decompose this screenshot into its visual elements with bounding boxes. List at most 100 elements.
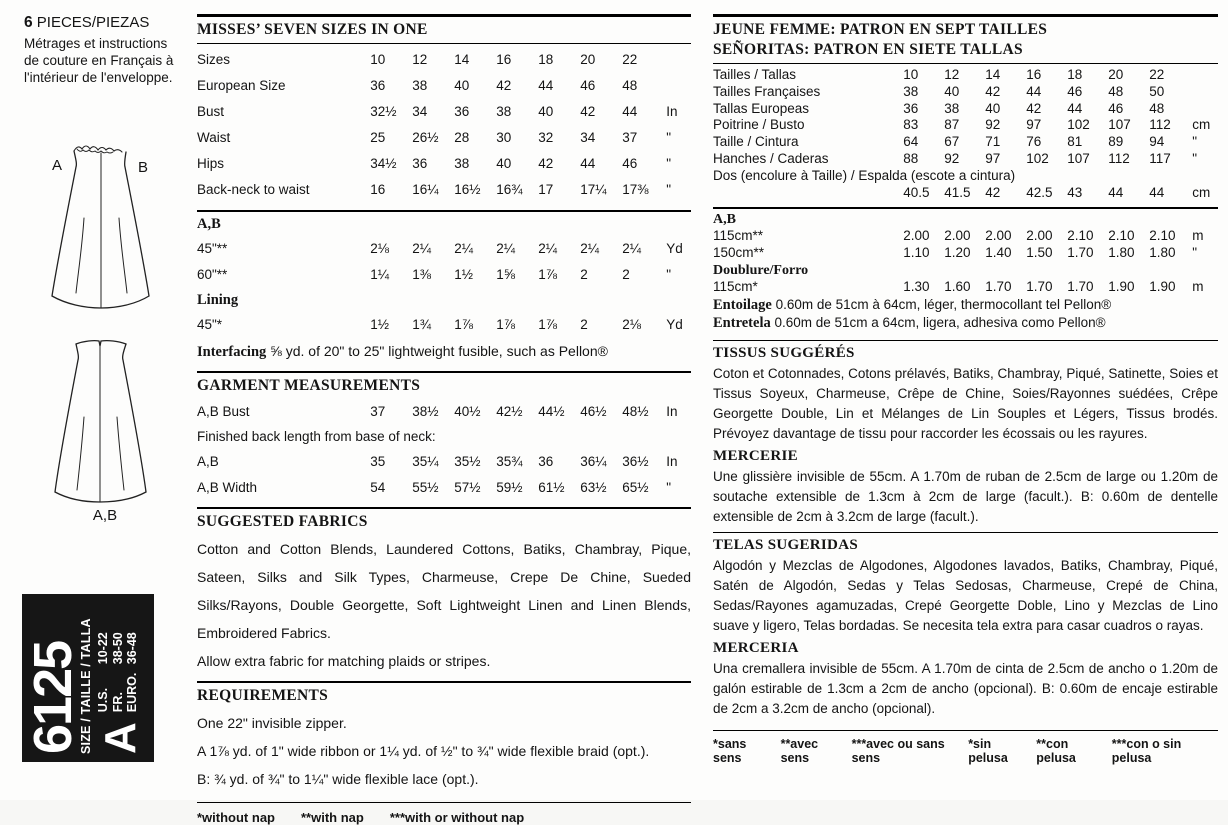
row-values: 1¼ 1⅜ 1½ 1⅝ 1⅞ 2 2 [370,262,664,288]
cell: 57½ [454,480,481,495]
cell: 20 [580,52,596,67]
cell: *sin pelusa [968,736,1008,765]
cell: 1⅞ [454,317,474,332]
cell: 42½ [496,404,523,419]
cell: 63½ [580,480,607,495]
table-row: European Size 36 38 40 42 44 46 48 [197,73,691,99]
cell: 46 [1108,100,1124,116]
range-value: 38-50 [110,632,125,665]
cell: One 22" invisible zipper. [197,715,347,731]
cell: 92 [985,117,1001,133]
cell: 1⅝ [496,267,516,282]
cell: 102 [1026,150,1049,166]
cell: 20 [1108,67,1124,82]
table-row: Hanches / Caderas 88 92 97 102 107 112 117 " [713,151,1218,168]
row-label: A,B [197,454,219,469]
cell: 2¼ [580,241,600,256]
entoilage-note: Entoilage 0.60m de 51cm à 64cm, léger, t… [713,296,1218,314]
table-row: Tallas Europeas 36 38 40 42 44 46 48 [713,101,1218,118]
cell: 59½ [496,480,523,495]
cell: 12 [412,52,428,67]
row-values: 36 38 40 42 44 46 48 [370,73,664,99]
row-unit: m [1192,278,1204,294]
cell: 35½ [454,454,481,469]
cell: 1.70 [1026,278,1053,294]
cell: 36 [412,156,428,171]
cell: 35 [370,454,386,469]
row-label: A,B Bust [197,404,250,419]
cell: B: ¾ yd. of ¾" to 1¼" wide flexible lace… [197,771,479,787]
cell: 42 [1026,100,1042,116]
table-row: 45"** 2⅛ 2¼ 2¼ 2¼ 2¼ 2¼ 2¼ Yd [197,236,691,262]
cell: 67 [944,134,960,150]
cell: 48 [1149,100,1165,116]
cell: 48 [1108,83,1124,99]
row-unit: " [666,182,672,197]
cell: 1.80 [1108,245,1135,261]
size-range-us: U.S. 10-22 [96,632,111,712]
row-unit: m [1192,228,1204,244]
suggested-fabrics-body: Cotton and Cotton Blends, Laundered Cott… [197,541,691,641]
row-unit: In [666,454,678,469]
nap-footnotes-intl: *sans sens **avec sens ***avec ou sans sen… [713,737,1218,765]
row-label: 45"** [197,241,228,256]
table-row: Taille / Cintura 64 67 71 76 81 89 94 " [713,134,1218,151]
table-row: Tailles Françaises 38 40 42 44 46 48 50 [713,84,1218,101]
cell: 18 [1067,67,1083,82]
row-values: 2⅛ 2¼ 2¼ 2¼ 2¼ 2¼ 2¼ [370,236,664,262]
cell: 44 [538,78,554,93]
cell: 2.10 [1149,228,1176,244]
cell: 42 [496,78,512,93]
cell: 2 [580,267,588,282]
cell: **con pelusa [1036,736,1076,765]
cell: 37 [370,404,386,419]
table-row: 115cm* 1.30 1.60 1.70 1.70 1.70 1.90 1.90 m [713,279,1218,296]
cell: 2¼ [496,241,516,256]
cell: 55½ [412,480,439,495]
cell: ***avec ou sans sens [851,736,945,765]
cell: 36¼ [580,454,607,469]
cell: 42 [985,83,1001,99]
range-label: EURO. [125,672,139,713]
cell: l'intérieur de l'enveloppe. [24,70,173,85]
cell: 2.10 [1067,228,1094,244]
front-view-sketch: A B [42,136,162,326]
row-unit: In [666,104,678,119]
cell: 61½ [538,480,565,495]
table-row: 40.5 41.5 42 42.5 43 44 44 cm [713,185,1218,202]
cell: 35¼ [412,454,439,469]
row-values: 34½ 36 38 40 42 44 46 [370,151,664,177]
cell: 17 [538,182,554,197]
row-values: 16 16¼ 16½ 16¾ 17 17¼ 17⅜ [370,177,664,203]
nap-footnotes-fr: *sans sens **avec sens ***avec ou sans sen… [713,737,968,765]
cell: 34 [412,104,428,119]
cell: 16 [496,52,512,67]
pattern-number-block: 6125 SIZE / TAILLE / TALLA A U.S. 10-22 F… [22,594,154,762]
jeune-femme-title: JEUNE FEMME: PATRON EN SEPT TAILLES [713,21,1048,38]
suggested-fabrics-note: Allow extra fabric for matching plaids o… [197,653,491,669]
cell: de couture en Français à [24,53,174,68]
cell: 1.70 [985,278,1012,294]
cell: 88 [903,150,919,166]
french-spanish-column: JEUNE FEMME: PATRON EN SEPT TAILLES SEÑO… [713,14,1218,765]
cell: 65½ [622,480,649,495]
row-unit: " [1192,245,1198,261]
cell: 44 [580,156,596,171]
cell: 36 [903,100,919,116]
telas-body: Algodón y Mezclas de Algodones, Algodone… [713,557,1218,633]
merceria-title: MERCERIA [713,639,799,656]
cell: *sans sens [713,736,747,765]
front-label-b: B [138,159,149,176]
cell: 34 [580,130,596,145]
table-row: 45"* 1½ 1¾ 1⅞ 1⅞ 1⅞ 2 2⅛ Yd [197,312,691,338]
divider [197,43,691,44]
cell: 54 [370,480,386,495]
table-row: Sizes 10 12 14 16 18 20 22 [197,47,691,73]
cell: 2⅛ [370,241,390,256]
cell: 2¼ [622,241,642,256]
cell: 1¾ [412,317,432,332]
cell: 40½ [454,404,481,419]
row-unit: " [666,156,672,171]
senoritas-title: SEÑORITAS: PATRON EN SIETE TALLAS [713,41,1023,58]
cell: 2¼ [454,241,474,256]
